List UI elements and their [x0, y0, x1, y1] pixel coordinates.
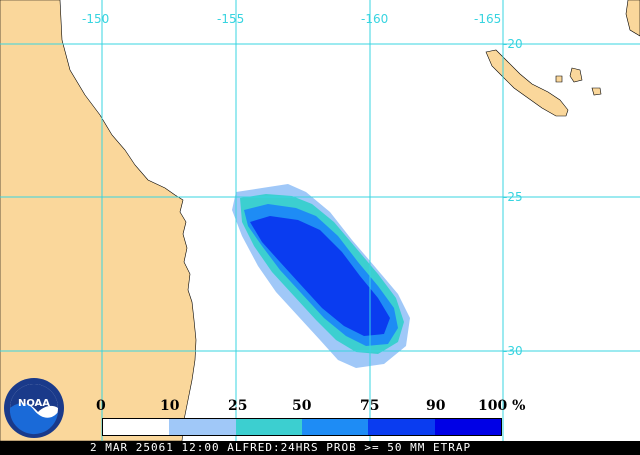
- lon-label-150: -150: [82, 12, 110, 26]
- legend-color-bar: [102, 418, 502, 436]
- legend-segment-1: [169, 419, 236, 435]
- grid-lines: [0, 0, 640, 441]
- legend-values: 0 10 25 50 75 90 100 %: [0, 398, 640, 416]
- legend-value-10: 10: [160, 398, 180, 414]
- lat-label-20: -20: [503, 37, 523, 51]
- new-caledonia-land: [485, 49, 569, 117]
- legend-segment-4: [368, 419, 435, 435]
- lon-label-155: -155: [217, 12, 245, 26]
- caption-bar: 2 MAR 25061 12:00 ALFRED:24HRS PROB >= 5…: [0, 441, 640, 455]
- prob-75-area: [250, 216, 390, 336]
- legend-segment-0: [103, 419, 170, 435]
- lat-label-30: -30: [503, 344, 523, 358]
- lon-label-165: -165: [474, 12, 502, 26]
- legend-value-0: 0: [96, 398, 106, 414]
- legend-segment-5: [434, 419, 501, 435]
- legend-value-25: 25: [228, 398, 248, 414]
- legend-value-75: 75: [360, 398, 380, 414]
- legend-value-100: 100 %: [478, 398, 526, 414]
- legend-value-50: 50: [292, 398, 312, 414]
- northeast-land: [625, 0, 640, 37]
- loyalty-island-2: [591, 87, 602, 96]
- legend-value-90: 90: [426, 398, 446, 414]
- australia-land: [0, 0, 197, 442]
- loyalty-island-3: [555, 75, 563, 83]
- legend-segment-3: [301, 419, 369, 435]
- noaa-logo: NOAA: [4, 378, 64, 438]
- lon-label-160: -160: [361, 12, 389, 26]
- legend-segment-2: [235, 419, 302, 435]
- svg-text:NOAA: NOAA: [18, 398, 50, 409]
- loyalty-island-1: [569, 67, 583, 83]
- lat-label-25: -25: [503, 190, 523, 204]
- caption-text: 2 MAR 25061 12:00 ALFRED:24HRS PROB >= 5…: [90, 441, 472, 454]
